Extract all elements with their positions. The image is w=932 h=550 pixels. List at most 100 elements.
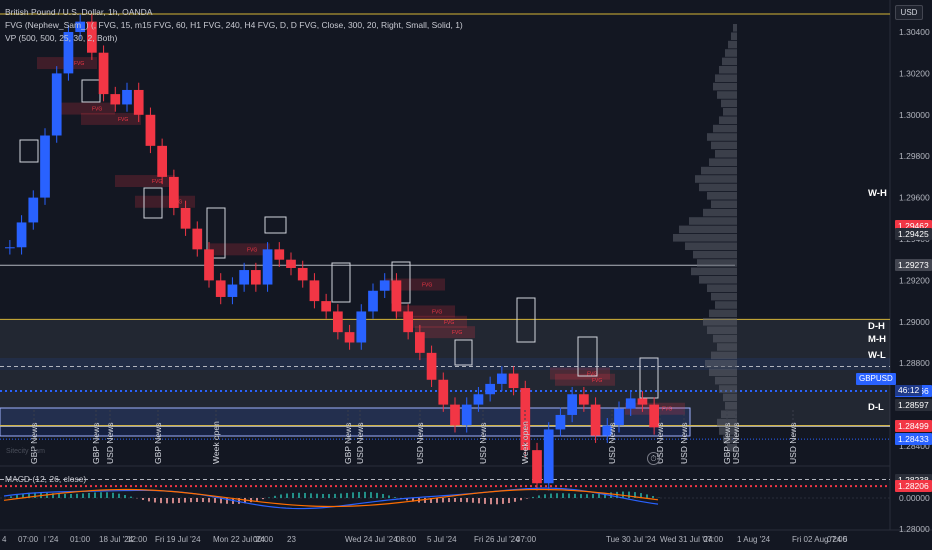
price-tick-label: 1.28400 — [899, 441, 930, 451]
volume-profile-bar — [697, 259, 737, 267]
volume-profile-bar — [711, 200, 737, 208]
candle-body — [590, 404, 601, 436]
time-axis-panel — [0, 531, 932, 550]
macd-histogram-bar — [148, 498, 150, 502]
candle-body — [5, 247, 15, 249]
candle-body — [356, 311, 367, 343]
candle-body — [40, 135, 50, 198]
news-label: GBP News — [153, 423, 163, 464]
macd-histogram-bar — [544, 494, 546, 498]
news-label: USD News — [731, 422, 741, 464]
fvg-zone — [407, 315, 467, 328]
candle-body — [262, 249, 273, 285]
candle-body — [379, 280, 390, 291]
macd-histogram-bar — [106, 492, 108, 498]
macd-histogram-bar — [88, 492, 90, 498]
macd-histogram-bar — [412, 498, 414, 502]
candle-body — [321, 301, 331, 312]
macd-histogram-bar — [484, 498, 486, 504]
news-label: GBP News — [343, 423, 353, 464]
price-tick-label: 1.29800 — [899, 151, 930, 161]
macd-histogram-bar — [478, 498, 480, 504]
macd-histogram-bar — [310, 493, 312, 498]
news-label: GBP News — [91, 423, 101, 464]
price-tick-label: 1.30000 — [899, 110, 930, 120]
macd-histogram-bar — [568, 493, 570, 498]
time-tick-label: 07:00 — [703, 535, 724, 544]
volume-profile-bar — [711, 292, 737, 301]
macd-histogram-bar — [16, 494, 18, 498]
macd-histogram-bar — [208, 498, 210, 503]
price-axis-panel — [890, 0, 932, 550]
macd-histogram-bar — [598, 493, 600, 498]
macd-histogram-bar — [268, 497, 270, 498]
volume-profile-bar — [725, 49, 737, 57]
candle-body — [87, 21, 97, 53]
macd-histogram-bar — [472, 498, 474, 503]
symbol-title[interactable]: British Pound / U.S. Dollar, 1h, OANDA — [5, 7, 153, 17]
macd-histogram-bar — [220, 498, 222, 504]
volume-profile-bar — [709, 309, 737, 318]
macd-histogram-bar — [364, 491, 366, 498]
macd-histogram-bar — [508, 498, 510, 504]
macd-histogram-bar — [262, 498, 264, 500]
macd-histogram-bar — [82, 493, 84, 498]
time-tick-label: 00:00 — [253, 535, 274, 544]
macd-histogram-bar — [142, 498, 144, 500]
macd-histogram-bar — [334, 493, 336, 498]
volume-profile-bar — [727, 444, 737, 452]
volume-profile-indicator-label[interactable]: VP (500, 500, 25, 30, 2, Both) — [5, 33, 118, 43]
macd-histogram-bar — [580, 494, 582, 498]
candle-body — [625, 398, 636, 409]
weekly-low-band — [0, 358, 890, 370]
currency-button[interactable]: USD — [895, 5, 923, 20]
candle-body — [110, 94, 121, 105]
level-tag-w-l: W-L — [868, 350, 886, 361]
news-label: USD News — [415, 422, 425, 464]
candle-body — [461, 404, 472, 426]
macd-histogram-bar — [640, 493, 642, 498]
macd-histogram-bar — [520, 498, 522, 501]
macd-histogram-bar — [292, 492, 294, 498]
macd-histogram-bar — [592, 494, 594, 498]
news-label: GBP News — [722, 423, 732, 464]
macd-histogram-bar — [604, 493, 606, 498]
price-tick-label: 1.30400 — [899, 27, 930, 37]
price-badge: 1.28206 — [895, 480, 932, 493]
volume-profile-bar — [715, 150, 737, 158]
candle-body — [75, 21, 85, 32]
fvg-zone — [550, 367, 610, 380]
fvg-label: FVG — [152, 179, 162, 185]
volume-profile-bar — [719, 116, 737, 124]
volume-profile-bar — [713, 334, 737, 343]
price-tick-label: 1.30200 — [899, 68, 930, 78]
time-tick-label: Fri 19 Jul '24 — [155, 535, 201, 544]
macd-histogram-bar — [244, 498, 246, 504]
macd-histogram-bar — [52, 493, 54, 498]
candle-body — [426, 352, 437, 380]
volume-profile-bar — [723, 108, 737, 116]
volume-profile-bar — [719, 66, 737, 74]
order-block-box — [577, 336, 598, 377]
candle-body — [532, 450, 542, 484]
price-badge: 1.29273 — [895, 259, 932, 272]
macd-histogram-bar — [58, 493, 60, 498]
volume-profile-bar — [699, 183, 737, 192]
macd-histogram-bar — [634, 492, 636, 498]
alert-clock-icon[interactable]: ⏱ — [647, 452, 660, 465]
news-label: GBP News — [29, 423, 39, 464]
fvg-indicator-label[interactable]: FVG (Nephew_Sam_) (, FVG, 15, m15 FVG, 6… — [5, 20, 463, 30]
macd-histogram-bar — [100, 492, 102, 498]
candle-body — [579, 394, 589, 405]
volume-profile-bar — [722, 57, 737, 66]
macd-indicator-label[interactable]: MACD (12, 26, close) — [5, 474, 87, 484]
macd-histogram-bar — [328, 494, 330, 498]
volume-profile-bar — [695, 175, 737, 183]
macd-histogram-bar — [298, 492, 300, 498]
time-tick-label: Fri 26 Jul '24 — [474, 535, 520, 544]
candle-body — [157, 145, 167, 177]
volume-profile-bar — [723, 393, 737, 402]
candle-body — [16, 222, 27, 248]
